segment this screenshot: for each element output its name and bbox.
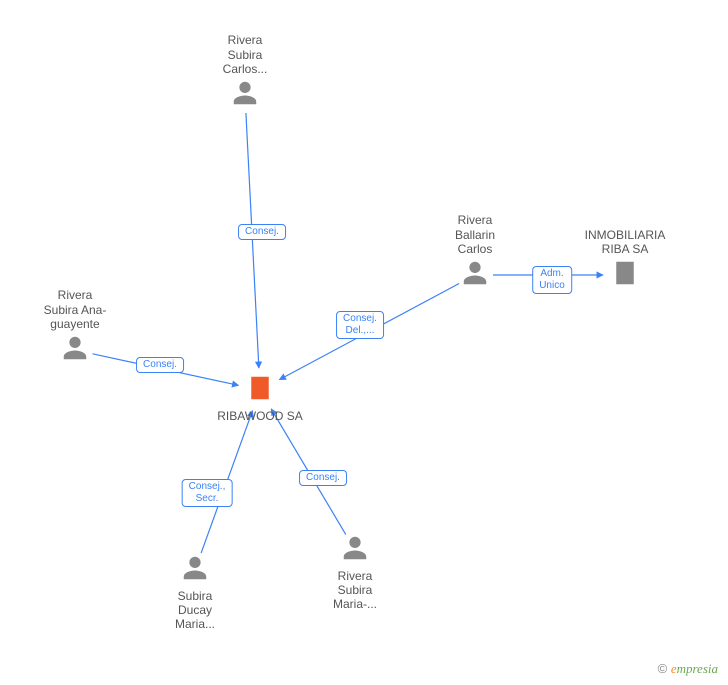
node-icon-p_top — [230, 77, 260, 114]
edge-label: Consej. — [238, 224, 286, 240]
node-label-p_bl: SubiraDucayMaria... — [145, 589, 245, 632]
node-icon-center — [245, 372, 275, 409]
node-icon-c_right — [610, 257, 640, 294]
node-label-c_right: INMOBILIARIARIBA SA — [575, 228, 675, 257]
node-p_left[interactable]: RiveraSubira Ana-guayente — [25, 288, 125, 368]
node-icon-p_right — [460, 257, 490, 294]
edge-label: Consej. — [136, 357, 184, 373]
node-label-p_top: RiveraSubiraCarlos... — [195, 33, 295, 76]
node-p_br[interactable]: RiveraSubiraMaria-... — [305, 532, 405, 612]
edge-label: Adm.Unico — [532, 266, 572, 294]
node-label-p_left: RiveraSubira Ana-guayente — [25, 288, 125, 331]
node-c_right[interactable]: INMOBILIARIARIBA SA — [575, 228, 675, 294]
node-icon-p_left — [60, 332, 90, 369]
node-p_bl[interactable]: SubiraDucayMaria... — [145, 552, 245, 632]
node-label-center: RIBAWOOD SA — [210, 409, 310, 423]
edge-label: Consej. — [299, 470, 347, 486]
node-icon-p_br — [340, 532, 370, 569]
node-p_right[interactable]: RiveraBallarinCarlos — [425, 213, 525, 293]
node-label-p_right: RiveraBallarinCarlos — [425, 213, 525, 256]
edge-line — [246, 113, 259, 368]
node-label-p_br: RiveraSubiraMaria-... — [305, 569, 405, 612]
brand-rest: mpresia — [677, 661, 718, 676]
copyright-symbol: © — [658, 661, 668, 676]
footer-attribution: © empresia — [658, 661, 718, 677]
node-center[interactable]: RIBAWOOD SA — [210, 372, 310, 423]
node-p_top[interactable]: RiveraSubiraCarlos... — [195, 33, 295, 113]
node-icon-p_bl — [180, 552, 210, 589]
edge-label: Consej.,Secr. — [182, 479, 233, 507]
edge-label: Consej.Del.,... — [336, 311, 384, 339]
